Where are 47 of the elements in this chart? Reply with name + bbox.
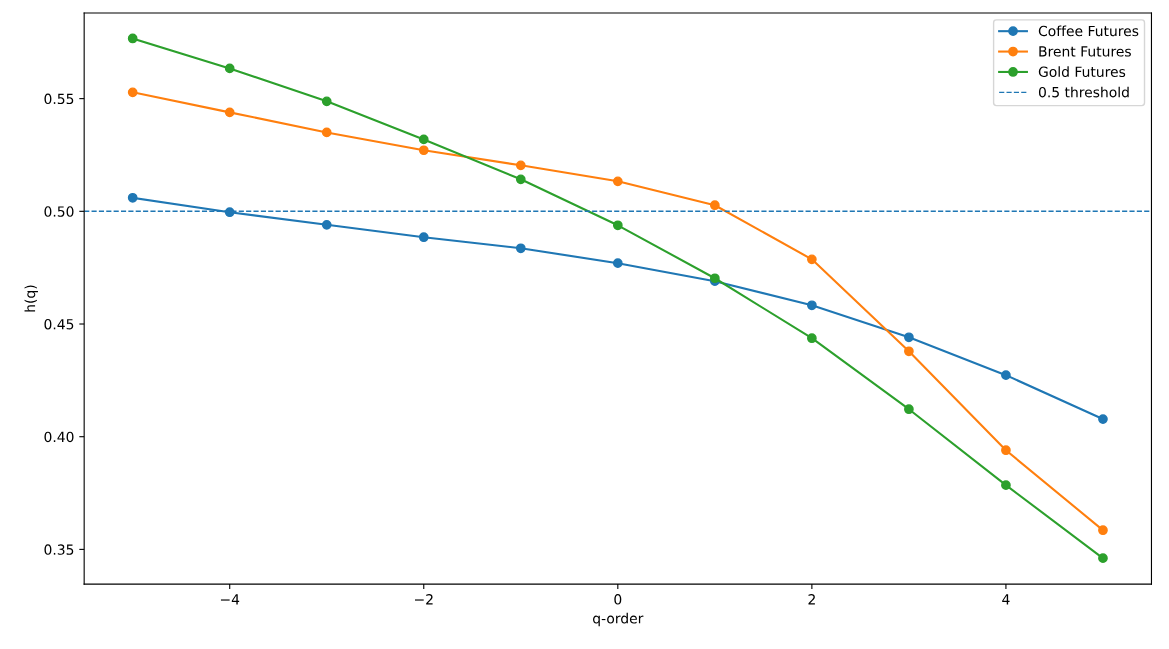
point <box>418 232 429 243</box>
legend-label: 0.5 threshold <box>1038 86 1129 98</box>
y-axis-title: h(q) <box>24 285 38 312</box>
point <box>1098 414 1108 424</box>
point <box>807 300 817 311</box>
point <box>418 145 429 156</box>
x-axis-title: q-order <box>593 612 644 627</box>
x-tick-label: 0 <box>614 594 622 605</box>
point <box>321 219 332 230</box>
point <box>709 200 720 211</box>
point <box>515 174 526 185</box>
y-tick-label: 0.35 <box>44 544 74 555</box>
y-tick-label: 0.55 <box>44 93 74 105</box>
point <box>127 192 138 203</box>
point <box>224 63 235 74</box>
point <box>321 127 332 138</box>
x-tick-label: −4 <box>220 594 240 605</box>
legend-label: Brent Futures <box>1039 46 1131 57</box>
point <box>127 33 138 44</box>
point <box>612 176 623 187</box>
point <box>904 346 914 357</box>
x-tick-label: −2 <box>415 594 433 605</box>
point <box>904 404 914 415</box>
x-tick-label: 2 <box>808 594 815 605</box>
point <box>807 333 817 344</box>
point <box>904 332 914 343</box>
point <box>321 96 332 107</box>
point <box>224 107 235 118</box>
point <box>418 134 429 145</box>
point <box>1001 445 1011 456</box>
legend-label: Coffee Futures <box>1038 25 1139 37</box>
point <box>612 220 623 231</box>
point <box>1098 525 1108 536</box>
point <box>807 254 817 265</box>
point <box>1098 553 1108 564</box>
y-tick-label: 0.45 <box>44 318 74 330</box>
point <box>515 160 526 171</box>
point <box>127 87 138 98</box>
point <box>515 243 526 254</box>
point <box>224 207 235 218</box>
point <box>612 258 623 269</box>
point <box>1001 370 1011 381</box>
y-tick-label: 0.50 <box>44 206 74 217</box>
y-tick-label: 0.40 <box>44 431 74 443</box>
point <box>1001 480 1011 491</box>
x-tick-label: 4 <box>1002 594 1010 605</box>
legend-label: Gold Futures <box>1038 66 1126 77</box>
